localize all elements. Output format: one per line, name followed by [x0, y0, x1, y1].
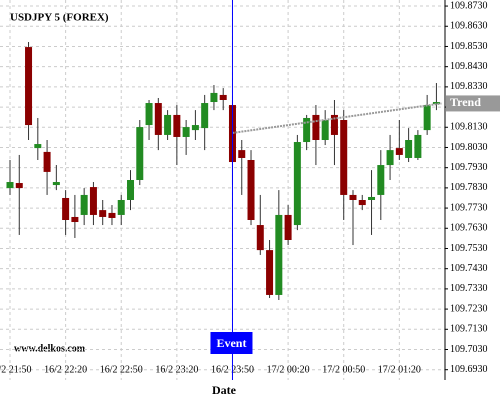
candle-body: [164, 114, 172, 135]
trend-label: Trend: [450, 95, 481, 109]
y-tick-label: 109.7130: [450, 324, 488, 335]
candle-body: [145, 103, 153, 126]
candle-body: [182, 127, 190, 137]
candle-body: [43, 151, 51, 172]
y-tick-label: 109.6930: [450, 364, 488, 375]
x-axis-title: Date: [212, 383, 237, 397]
candle-body: [303, 117, 311, 143]
candle-body: [108, 212, 116, 218]
candle-body: [358, 200, 366, 206]
y-tick-label: 109.7030: [450, 344, 488, 355]
candle-body: [405, 140, 413, 158]
candle-body: [386, 150, 394, 166]
candle-body: [6, 182, 14, 189]
candle-body: [219, 94, 227, 100]
y-tick-label: 109.8630: [450, 21, 488, 32]
candle-body: [340, 120, 348, 195]
y-tick-label: 109.8730: [450, 0, 488, 11]
candle-body: [349, 194, 357, 200]
y-tick-label: 109.8130: [450, 122, 488, 133]
event-label: Event: [216, 336, 246, 350]
candle-body: [377, 165, 385, 195]
candle-body: [238, 150, 246, 158]
candle-body: [368, 196, 376, 200]
x-tick-label: 16/2 23:20: [155, 364, 198, 375]
candle-body: [15, 183, 23, 189]
event-label-box: [210, 332, 253, 354]
y-tick-label: 109.7330: [450, 283, 488, 294]
candle-body: [247, 160, 255, 220]
candle-body: [414, 134, 422, 158]
y-tick-label: 109.7630: [450, 223, 488, 234]
candle-body: [266, 250, 274, 295]
y-tick-label: 109.8530: [450, 41, 488, 52]
x-tick-label: 16/2 22:20: [44, 364, 87, 375]
y-tick-label: 109.7430: [450, 263, 488, 274]
candle-body: [293, 142, 301, 226]
candle-body: [117, 200, 125, 215]
candle-body: [201, 103, 209, 129]
trend-label-box: [446, 95, 500, 112]
candle-body: [395, 148, 403, 155]
x-tick-label: 16/2 22:50: [100, 364, 143, 375]
candle-body: [52, 182, 60, 186]
candle-body: [321, 120, 329, 140]
candle-body: [25, 47, 33, 126]
y-tick-label: 109.7230: [450, 303, 488, 314]
y-tick-label: 109.8430: [450, 61, 488, 72]
candle-body: [423, 105, 431, 131]
candle-body: [80, 194, 88, 215]
chart-title: USDJPY 5 (FOREX): [10, 12, 109, 24]
candle-body: [284, 214, 292, 240]
candle-body: [89, 187, 97, 215]
x-tick-label: 17/2 00:50: [322, 364, 365, 375]
candle-body: [330, 114, 338, 135]
candle-body: [191, 125, 199, 131]
trend-line: [232, 102, 442, 134]
candle-body: [275, 214, 283, 295]
candle-body: [210, 92, 218, 103]
candle-body: [432, 102, 440, 105]
candle-body: [71, 216, 79, 223]
watermark: www.delkos.com: [14, 343, 86, 354]
x-tick-label: 16/2 21:50: [0, 364, 32, 375]
candle-body: [34, 144, 42, 149]
candle-body: [256, 225, 264, 251]
candle-body: [154, 103, 162, 135]
candle-body: [312, 114, 320, 140]
y-tick-label: 109.7830: [450, 182, 488, 193]
y-tick-label: 109.7930: [450, 162, 488, 173]
y-tick-label: 109.7530: [450, 243, 488, 254]
y-tick-label: 109.8330: [450, 81, 488, 92]
candle-body: [173, 114, 181, 137]
candle-body: [127, 180, 135, 200]
x-tick-label: 17/2 00:20: [267, 364, 310, 375]
candle-body: [62, 197, 70, 220]
y-tick-label: 109.8030: [450, 142, 488, 153]
candle-body: [99, 210, 107, 217]
candle-body: [136, 127, 144, 180]
y-tick-label: 109.7730: [450, 202, 488, 213]
x-tick-label: 17/2 01:20: [378, 364, 421, 375]
